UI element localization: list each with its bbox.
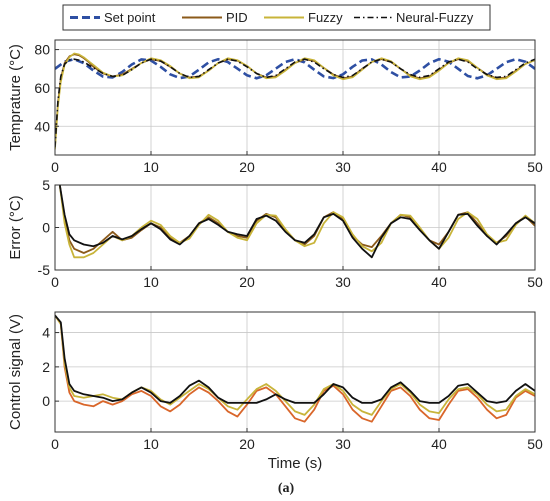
legend-label-set-point: Set point <box>104 10 156 25</box>
series-line-fuzzy <box>55 52 535 150</box>
figure-caption: (a) <box>278 481 295 496</box>
y-tick-label: 5 <box>42 177 50 193</box>
legend-label-neural-fuzzy: Neural-Fuzzy <box>396 10 474 25</box>
x-tick-label: 20 <box>239 274 255 290</box>
x-tick-label: 40 <box>431 159 447 175</box>
x-tick-label: 0 <box>51 274 59 290</box>
x-tick-label: 0 <box>51 159 59 175</box>
temperature-panel: 0 10 20 30 40 50 40 60 80 Temprature (°C) <box>7 39 543 175</box>
y-tick-label: 0 <box>42 220 50 236</box>
y-axis-label: Error (°C) <box>7 195 24 259</box>
x-tick-label: 10 <box>143 274 159 290</box>
series-line-neural-fuzzy <box>58 185 535 259</box>
x-tick-label: 20 <box>239 159 255 175</box>
y-tick-label: 4 <box>42 325 50 341</box>
series-group <box>55 52 535 150</box>
axes-frame <box>54 311 536 433</box>
x-tick-label: 10 <box>143 159 159 175</box>
legend-label-pid: PID <box>226 10 248 25</box>
x-tick-label: 0 <box>51 436 59 452</box>
series-line-neural-fuzzy <box>55 314 535 404</box>
x-tick-label: 40 <box>431 274 447 290</box>
plot-area <box>55 312 535 432</box>
x-tick-label: 30 <box>335 159 351 175</box>
x-tick-label: 50 <box>527 436 543 452</box>
legend: Set point PID Fuzzy Neural-Fuzzy <box>62 4 491 31</box>
x-tick-label: 20 <box>239 436 255 452</box>
x-tick-label: 50 <box>527 274 543 290</box>
y-axis-label: Control signal (V) <box>7 314 24 430</box>
series-group <box>58 185 535 259</box>
y-tick-label: 0 <box>42 393 50 409</box>
x-tick-label: 50 <box>527 159 543 175</box>
series-line-pid <box>55 314 535 423</box>
y-tick-label: 60 <box>34 80 50 96</box>
y-tick-label: 2 <box>42 359 50 375</box>
x-axis-label: Time (s) <box>268 455 322 472</box>
plot-area <box>55 40 535 155</box>
legend-label-fuzzy: Fuzzy <box>308 10 343 25</box>
axes-frame <box>54 39 536 156</box>
series-group <box>55 314 535 423</box>
series-line-fuzzy <box>55 314 535 416</box>
x-tick-label: 10 <box>143 436 159 452</box>
x-tick-label: 30 <box>335 436 351 452</box>
y-tick-label: -5 <box>38 262 51 278</box>
y-axis-label: Temprature (°C) <box>7 44 24 151</box>
y-tick-label: 40 <box>34 118 50 134</box>
x-tick-label: 30 <box>335 274 351 290</box>
control-signal-panel: 0 10 20 30 40 50 0 2 4 Control signal (V) Time (s) <box>7 311 543 472</box>
series-line-set-point <box>55 57 535 80</box>
series-line-neural-fuzzy <box>55 58 535 148</box>
y-tick-label: 80 <box>34 42 50 58</box>
x-tick-label: 40 <box>431 436 447 452</box>
